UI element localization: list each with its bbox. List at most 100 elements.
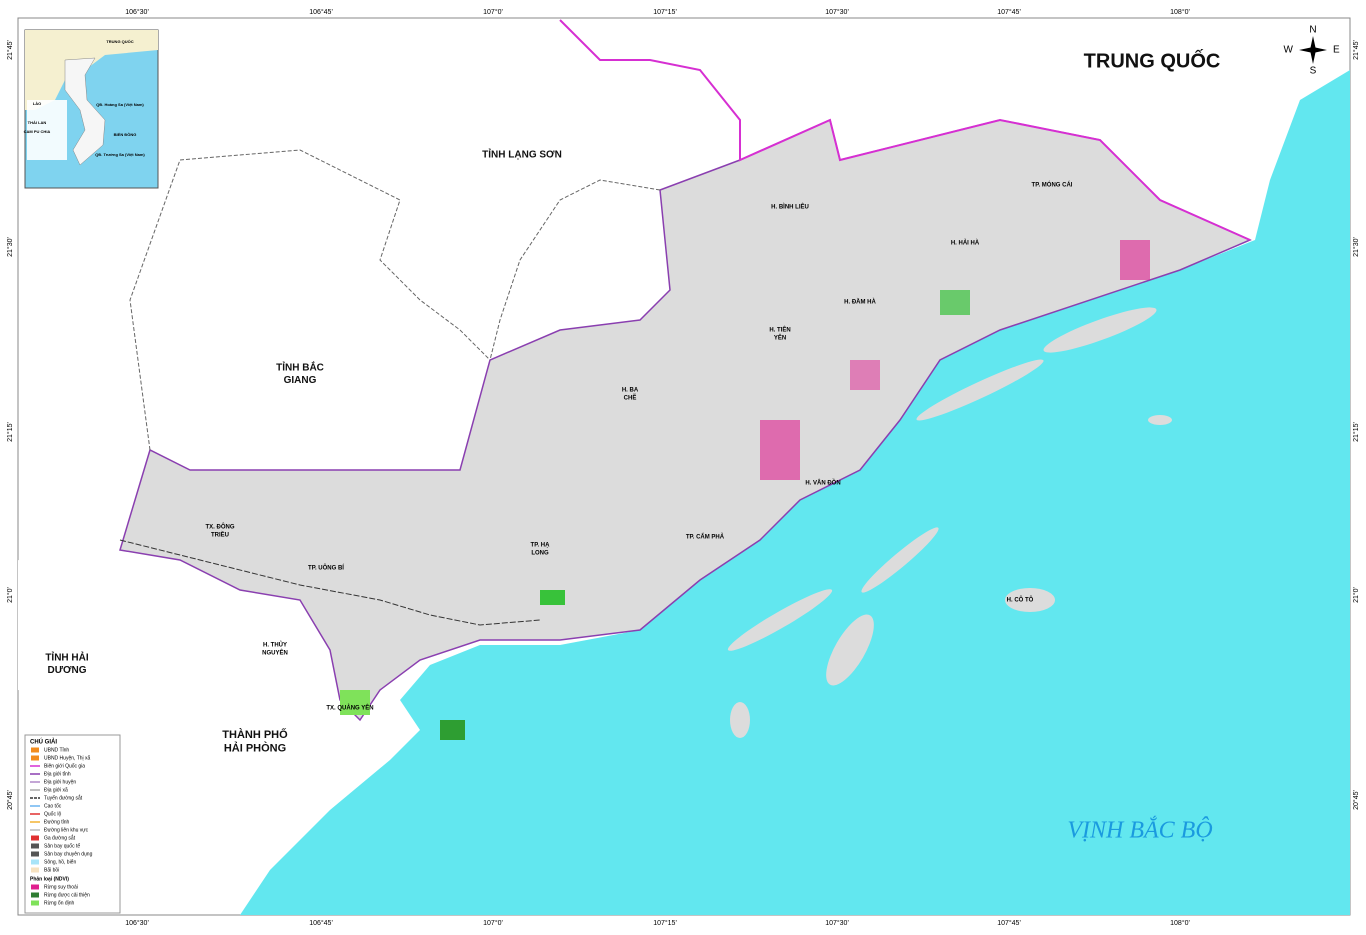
coord-label: 21°0'	[1352, 587, 1360, 603]
district-label: H. CÔ TÔ	[1007, 596, 1034, 604]
coord-label: 106°45'	[309, 8, 333, 16]
legend-item: Rừng được cải thiện	[44, 892, 90, 898]
compass-label: S	[1310, 66, 1317, 77]
coord-label: 107°15'	[653, 8, 677, 16]
province-border	[489, 179, 661, 361]
islands	[727, 307, 1172, 738]
district-label: H. ĐẦM HÀ	[844, 299, 876, 306]
legend-symbol	[31, 747, 39, 753]
legend-item: Địa giới huyện	[44, 779, 76, 785]
region-label: THÀNH PHỐ	[222, 727, 288, 741]
compass-label: E	[1333, 45, 1340, 56]
region-label: GIANG	[284, 375, 317, 386]
legend-item: Biên giới Quốc gia	[44, 763, 85, 769]
district-label: TP. HẠ	[531, 543, 551, 549]
legend-item: Rừng ổn định	[44, 899, 75, 906]
district-label: TRIỀU	[211, 532, 229, 539]
region-label: TRUNG QUỐC	[1084, 48, 1221, 72]
coord-label: 108°0'	[1170, 8, 1190, 16]
coord-label: 107°45'	[997, 8, 1021, 16]
legend-item: Sông, hồ, biển	[44, 858, 76, 865]
district-label: H. VÂN ĐỒN	[805, 480, 840, 487]
inset-label: BIỂN ĐÔNG	[114, 132, 137, 137]
district-label: CHẼ	[624, 395, 637, 402]
district-label: H. HẢI HÀ	[951, 240, 980, 247]
coord-label: 21°15'	[1352, 422, 1360, 442]
district-label: TP. MÓNG CÁI	[1032, 181, 1073, 189]
legend-symbol	[31, 867, 39, 873]
district-label: TX. QUẢNG YÊN	[326, 704, 373, 712]
compass-label: W	[1284, 45, 1294, 56]
coord-label: 106°30'	[125, 8, 149, 16]
inset-label: THÁI LAN	[28, 120, 47, 125]
legend-symbol	[31, 884, 39, 890]
legend-symbol	[31, 755, 39, 761]
legend-item: Cao tốc	[44, 803, 62, 809]
legend-item: UBND Tỉnh	[44, 746, 69, 753]
coord-label: 106°45'	[309, 919, 333, 927]
legend-item: Đường tỉnh	[44, 818, 69, 825]
sea	[240, 70, 1350, 915]
inset-map	[24, 29, 159, 189]
region-label: DƯƠNG	[47, 665, 86, 676]
legend-symbol	[31, 835, 39, 841]
legend-item: Ga đường sắt	[44, 834, 76, 841]
legend-symbol	[31, 900, 39, 906]
legend-title: CHÚ GIẢI	[30, 739, 57, 746]
railway	[119, 539, 541, 626]
region-label: HẢI PHÒNG	[224, 742, 286, 755]
legend-item: Đường liên khu vực	[44, 827, 89, 833]
legend-item: Quốc lộ	[44, 811, 61, 817]
legend-item: UBND Huyện, Thị xã	[44, 755, 91, 761]
coord-label: 107°15'	[653, 919, 677, 927]
legend-item: Rừng suy thoái	[44, 884, 78, 890]
district-label: TP. UÔNG BÍ	[308, 564, 344, 572]
district-label: LONG	[531, 551, 549, 557]
legend-symbol	[31, 851, 39, 857]
region-label: VỊNH BẮC BỘ	[1067, 817, 1212, 844]
inset-label: LÀO	[33, 101, 41, 106]
legend-item: Sân bay quốc tế	[44, 843, 80, 849]
inset-label: QĐ. Hoàng Sa (Việt Nam)	[96, 102, 144, 107]
legend-symbol	[31, 859, 39, 865]
inset-label: QĐ. Trường Sa (Việt Nam)	[95, 152, 145, 157]
national-border	[559, 19, 1251, 241]
coord-label: 107°0'	[483, 919, 503, 927]
legend-item: Sân bay chuyên dụng	[44, 851, 93, 857]
coord-label: 107°0'	[483, 8, 503, 16]
legend-subtitle: Phân loại (NDVI)	[30, 876, 69, 882]
coord-label: 21°45'	[6, 40, 14, 60]
coord-label: 108°0'	[1170, 919, 1190, 927]
region-label: TỈNH BẮC	[276, 361, 324, 374]
region-label: TỈNH LẠNG SƠN	[482, 148, 562, 161]
compass-label: N	[1309, 25, 1316, 36]
legend-symbol	[31, 843, 39, 849]
coord-label: 21°30'	[1352, 237, 1360, 257]
district-label: H. BA	[622, 388, 639, 394]
legend-item: Tuyến đường sắt	[44, 794, 83, 801]
compass: N E S W	[1284, 25, 1340, 77]
inset-label: TRUNG QUỐC	[106, 39, 133, 44]
coord-label: 21°0'	[6, 587, 14, 603]
region-label: TỈNH HẢI	[45, 651, 89, 664]
inset-label: CAM PU CHIA	[24, 129, 51, 134]
district-label: TP. CẨM PHẢ	[686, 534, 725, 541]
legend-item: Địa giới xã	[44, 787, 68, 793]
coord-label: 107°30'	[825, 8, 849, 16]
district-label: NGUYÊN	[262, 649, 288, 657]
coord-label: 21°30'	[6, 237, 14, 257]
coord-label: 20°45'	[6, 790, 14, 810]
coord-label: 106°30'	[125, 919, 149, 927]
district-label: H. BÌNH LIÊU	[771, 203, 809, 211]
district-label: YÊN	[774, 334, 786, 342]
legend-item: Địa giới tỉnh	[44, 770, 71, 777]
district-label: H. TIÊN	[769, 326, 790, 334]
province-border	[129, 149, 491, 451]
forest-patches	[340, 240, 1150, 740]
coord-label: 107°45'	[997, 919, 1021, 927]
district-label: TX. ĐÔNG	[205, 523, 234, 531]
coord-label: 107°30'	[825, 919, 849, 927]
coord-label: 21°45'	[1352, 40, 1360, 60]
legend-symbol	[31, 892, 39, 898]
